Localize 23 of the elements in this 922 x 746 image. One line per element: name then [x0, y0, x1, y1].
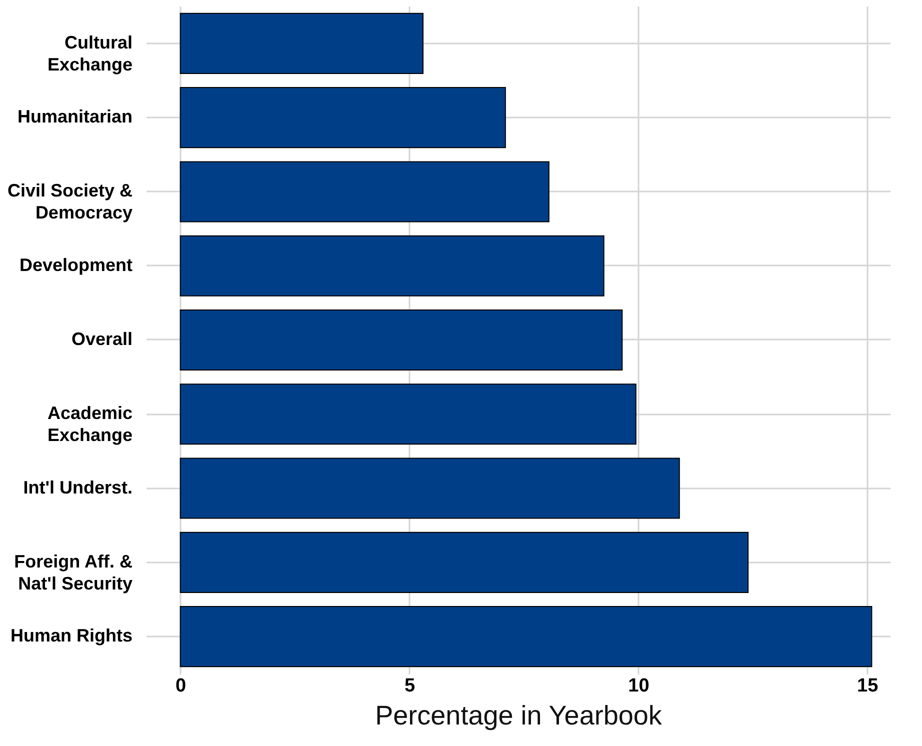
bar — [180, 532, 749, 593]
x-tick-label: 10 — [628, 676, 650, 696]
bar — [180, 384, 636, 445]
y-tick-label: Int'l Underst. — [23, 477, 132, 498]
bar — [180, 87, 506, 148]
bar — [180, 235, 604, 296]
y-tick-label: Development — [19, 254, 132, 275]
y-tick-label: Humanitarian — [17, 106, 132, 127]
y-tick-label: Civil Society & Democracy — [7, 180, 132, 223]
y-tick-label: Human Rights — [10, 626, 132, 646]
bar — [180, 12, 424, 74]
bar — [180, 606, 872, 668]
y-tick-label: Foreign Aff. & Nat'l Security — [14, 551, 132, 594]
y-tick-label: Academic Exchange — [47, 403, 132, 446]
x-tick-label: 5 — [404, 676, 416, 696]
y-tick-label: Overall — [71, 329, 132, 349]
x-tick-label: 15 — [857, 676, 879, 696]
bar — [180, 161, 550, 222]
y-tick-label: Cultural Exchange — [47, 32, 132, 74]
x-tick-label: 0 — [176, 676, 186, 696]
bar — [180, 458, 680, 519]
x-axis-title: Percentage in Yearbook — [375, 700, 662, 730]
bar — [180, 309, 623, 371]
